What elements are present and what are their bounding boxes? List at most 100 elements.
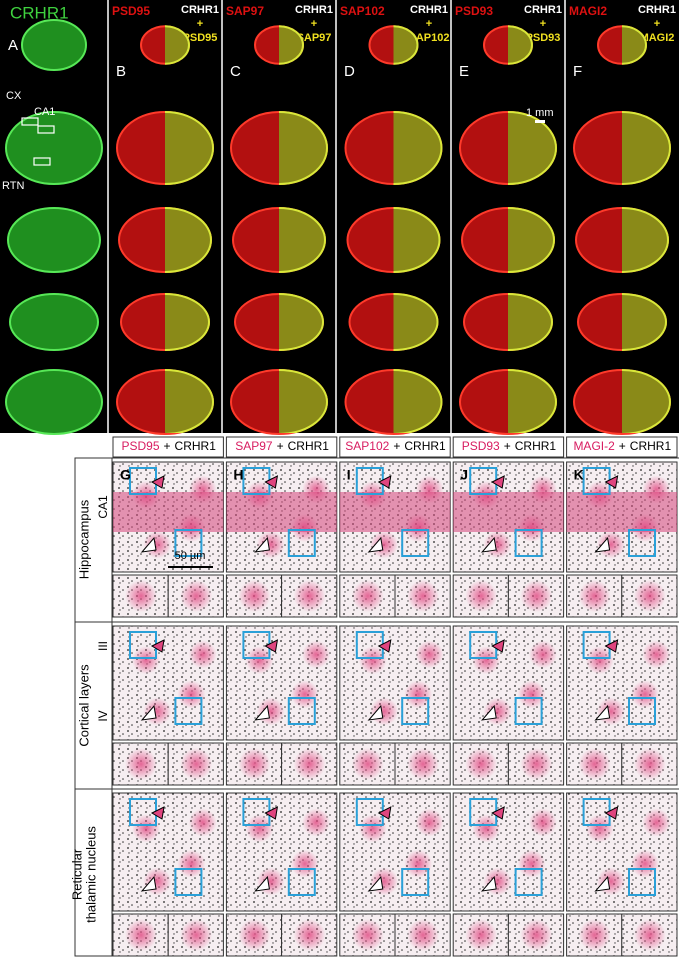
arrowhead — [367, 704, 384, 721]
roi-box — [287, 868, 316, 896]
cell-blob — [585, 646, 614, 675]
brain-slice-merge — [165, 293, 210, 351]
inset-blob — [125, 580, 157, 612]
header-frame — [452, 436, 565, 458]
merge-label: CRHR1 — [524, 4, 562, 16]
arrowhead — [377, 475, 392, 489]
merge-label: CRHR1 — [295, 4, 333, 16]
roi-box — [174, 529, 203, 557]
inset-blob — [180, 919, 213, 951]
cell-blob — [483, 867, 512, 896]
cell-blob — [528, 808, 557, 837]
column-header: SAP102 + CRHR1 — [345, 439, 446, 453]
cell-blob — [517, 849, 546, 878]
cell-blob — [358, 814, 387, 843]
arrowhead — [150, 475, 165, 489]
roi-box — [401, 868, 430, 896]
inset-blob — [407, 748, 439, 780]
inset-blob — [238, 580, 271, 612]
roi-box — [628, 697, 656, 725]
cell-blob — [290, 680, 319, 709]
cell-blob — [415, 808, 444, 837]
plus-sign: + — [504, 439, 511, 453]
brain-slice-merge — [393, 25, 419, 65]
scale-label: 1 mm — [526, 107, 554, 119]
cell-blob — [415, 475, 444, 504]
row-label: Reticular — [69, 848, 84, 900]
column-header: PSD95 + CRHR1 — [122, 439, 217, 453]
marker-name: CRHR1 — [175, 439, 217, 453]
inset-blob — [520, 919, 553, 951]
cell-blob — [630, 514, 659, 542]
brain-slice — [21, 19, 87, 71]
protein-label: PSD95 — [112, 4, 150, 18]
inset-blob — [633, 748, 666, 780]
merge-label: MAGI2 — [640, 32, 675, 44]
region-box — [37, 125, 55, 134]
brain-slice-merge — [279, 111, 328, 185]
brain-slice-merge — [508, 369, 557, 433]
arrowhead — [264, 806, 279, 820]
protein-name: PSD93 — [462, 439, 500, 453]
inset-blob — [578, 580, 611, 612]
row-label: thalamic nucleus — [83, 826, 98, 923]
arrowhead — [491, 639, 505, 653]
cell-blob — [528, 640, 557, 669]
panel-letter: C — [230, 63, 241, 80]
brain-slice-merge — [393, 111, 443, 185]
cell-blob — [370, 530, 399, 559]
cell-blob — [596, 697, 625, 726]
arrowhead — [264, 639, 279, 653]
panel-letter: A — [8, 37, 18, 54]
inset-blob — [520, 580, 553, 612]
brain-slice-merge — [622, 293, 667, 351]
cell-blob — [143, 697, 172, 726]
brain-slice-merge — [622, 111, 671, 185]
merge-label: + — [426, 18, 432, 30]
brain-slice-merge — [508, 111, 557, 185]
row-sublabel: IV — [96, 710, 110, 721]
brain-slice-merge — [508, 293, 553, 351]
roi-box — [287, 697, 316, 725]
inset-blob — [125, 919, 157, 951]
arrowhead — [150, 639, 165, 653]
cell-blob — [404, 514, 433, 542]
panel-letter: F — [573, 63, 582, 80]
cell-blob — [290, 514, 319, 542]
roi-box — [514, 697, 543, 725]
arrowhead — [377, 806, 392, 820]
cell-blob — [404, 680, 433, 709]
protein-label: SAP102 — [340, 4, 385, 18]
row-label: Hippocampus — [76, 499, 91, 579]
cell-blob — [596, 530, 625, 559]
inset-blob — [633, 919, 666, 951]
cell-blob — [143, 867, 172, 896]
arrowhead — [604, 475, 619, 489]
cell-blob — [132, 646, 161, 675]
cell-blob — [188, 475, 217, 504]
inset-blob — [180, 580, 213, 612]
scale-bar — [168, 566, 213, 568]
inset-blob — [293, 748, 326, 780]
cell-blob — [177, 849, 206, 878]
inset-blob — [351, 580, 384, 612]
cell-blob — [630, 680, 659, 709]
roi-box — [174, 697, 203, 725]
brain-slice-merge — [165, 25, 190, 65]
cell-blob — [177, 514, 206, 542]
brain-slice-merge — [279, 25, 304, 65]
header-frame — [225, 436, 338, 458]
arrowhead — [140, 704, 157, 721]
arrowhead — [491, 806, 505, 820]
cell-blob — [188, 808, 217, 837]
merge-label: CRHR1 — [638, 4, 676, 16]
panel-letter: H — [233, 467, 243, 483]
inset-blob — [351, 748, 384, 780]
cell-blob — [483, 697, 512, 726]
merge-label: + — [197, 18, 203, 30]
cell-blob — [517, 680, 546, 709]
cell-blob — [302, 640, 331, 669]
brain-slice-merge — [622, 369, 671, 433]
roi-box — [174, 868, 203, 896]
arrowhead — [140, 536, 157, 553]
